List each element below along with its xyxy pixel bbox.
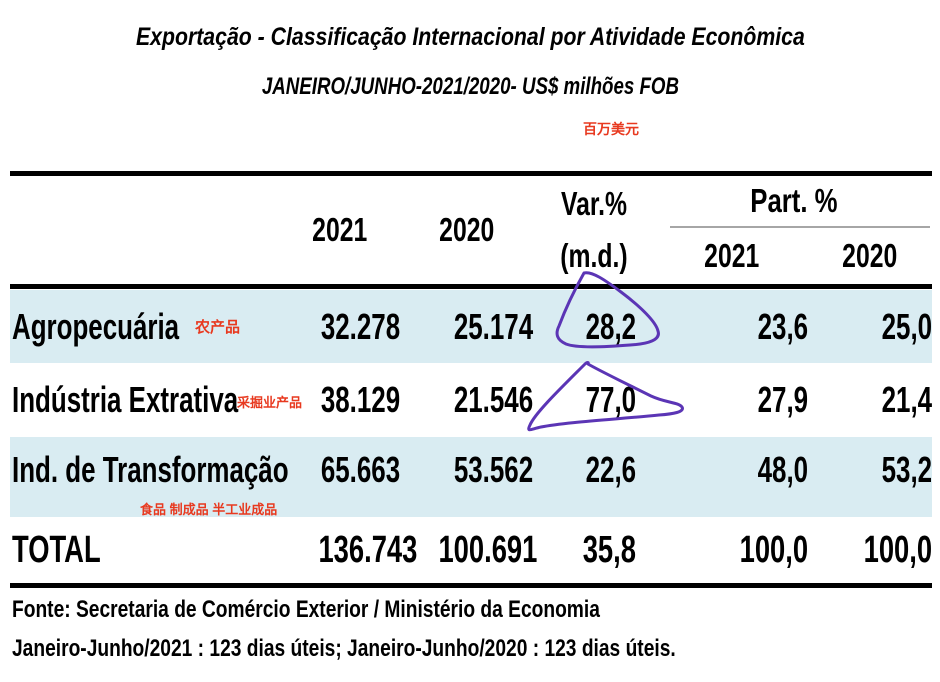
value-2021-cell: 136.743 (318, 528, 418, 571)
value-2020-cell: 53.562 (453, 449, 533, 490)
row-label-cell: Agropecuária (12, 305, 180, 347)
row-label-cell: Indústria Extrativa (12, 379, 239, 420)
header-cell-2021: 2021 (312, 211, 368, 248)
value-2021-cell: 38.129 (320, 379, 400, 420)
table-row-industria-extrativa: Indústria Extrativa 38.129 21.546 77,0 2… (10, 363, 932, 437)
row-label-cell: Ind. de Transformação (12, 449, 289, 490)
row1-annotation-chinese: 农产品 (195, 319, 241, 336)
part-2020-cell: 53,2 (881, 449, 932, 490)
header-part-years: 2021 2020 (655, 228, 932, 284)
value-2020-cell: 21.546 (453, 379, 533, 420)
part-2021-cell: 100,0 (739, 528, 808, 571)
value-2020-cell: 25.174 (453, 305, 533, 347)
unit-annotation-chinese: 百万美元 (583, 121, 639, 137)
part-2021-cell: 48,0 (757, 449, 808, 490)
header-cell-part: Part. % (749, 182, 838, 219)
value-2020-cell: 100.691 (438, 528, 538, 571)
var-cell: 77,0 (585, 379, 636, 420)
part-2020-cell: 21,4 (881, 379, 932, 420)
table-bottom-rule (10, 583, 932, 588)
header-cell-part-2020: 2020 (842, 237, 898, 274)
part-underline (670, 226, 930, 228)
part-2020-cell: 25,0 (881, 305, 932, 347)
table-body: Agropecuária 32.278 25.174 28,2 23,6 25,… (10, 290, 932, 583)
part-2021-cell: 27,9 (757, 379, 808, 420)
var-cell: 35,8 (582, 528, 636, 571)
row3-annotation-chinese: 食品 制成品 半工业成品 (140, 502, 278, 517)
table-row-agropecuaria: Agropecuária 32.278 25.174 28,2 23,6 25,… (10, 290, 932, 363)
table-row-ind-transformacao: Ind. de Transformação 65.663 53.562 22,6… (10, 437, 932, 517)
table-top-rule (10, 171, 932, 176)
value-2021-cell: 65.663 (320, 449, 400, 490)
header-var-line1: Var.% (560, 185, 628, 222)
table-row-total: TOTAL 136.743 100.691 35,8 100,0 100,0 (10, 517, 932, 583)
document-title: Exportação - Classificação Internacional… (0, 20, 940, 54)
part-2021-cell: 23,6 (757, 305, 808, 347)
header-cell-2020: 2020 (438, 211, 495, 248)
document-subtitle-text: JANEIRO/JUNHO-2021/2020- US$ milhões FOB (261, 73, 679, 100)
part-2020-cell: 100,0 (863, 528, 932, 571)
working-days-note: Janeiro-Junho/2021 : 123 dias úteis; Jan… (12, 635, 676, 662)
document-subtitle: JANEIRO/JUNHO-2021/2020- US$ milhões FOB (0, 70, 940, 104)
row2-annotation-chinese: 采掘业产品 (237, 395, 303, 410)
header-cell-part-2021: 2021 (703, 237, 760, 274)
header-cell-var: Var.% (m.d.) (533, 176, 655, 284)
row-label-cell: TOTAL (12, 528, 101, 571)
table-header-rule (10, 284, 932, 289)
var-cell: 28,2 (585, 305, 636, 347)
document-title-text: Exportação - Classificação Internacional… (135, 23, 805, 51)
var-cell: 22,6 (585, 449, 636, 490)
table-header-row: 2021 2020 Var.% (m.d.) Part. % 2021 2020 (10, 176, 932, 284)
value-2021-cell: 32.278 (320, 305, 400, 347)
source-note: Fonte: Secretaria de Comércio Exterior /… (12, 596, 600, 623)
header-part-group: Part. % 2021 2020 (655, 176, 932, 284)
header-cell-empty (10, 176, 280, 284)
header-var-line2: (m.d.) (560, 237, 628, 274)
